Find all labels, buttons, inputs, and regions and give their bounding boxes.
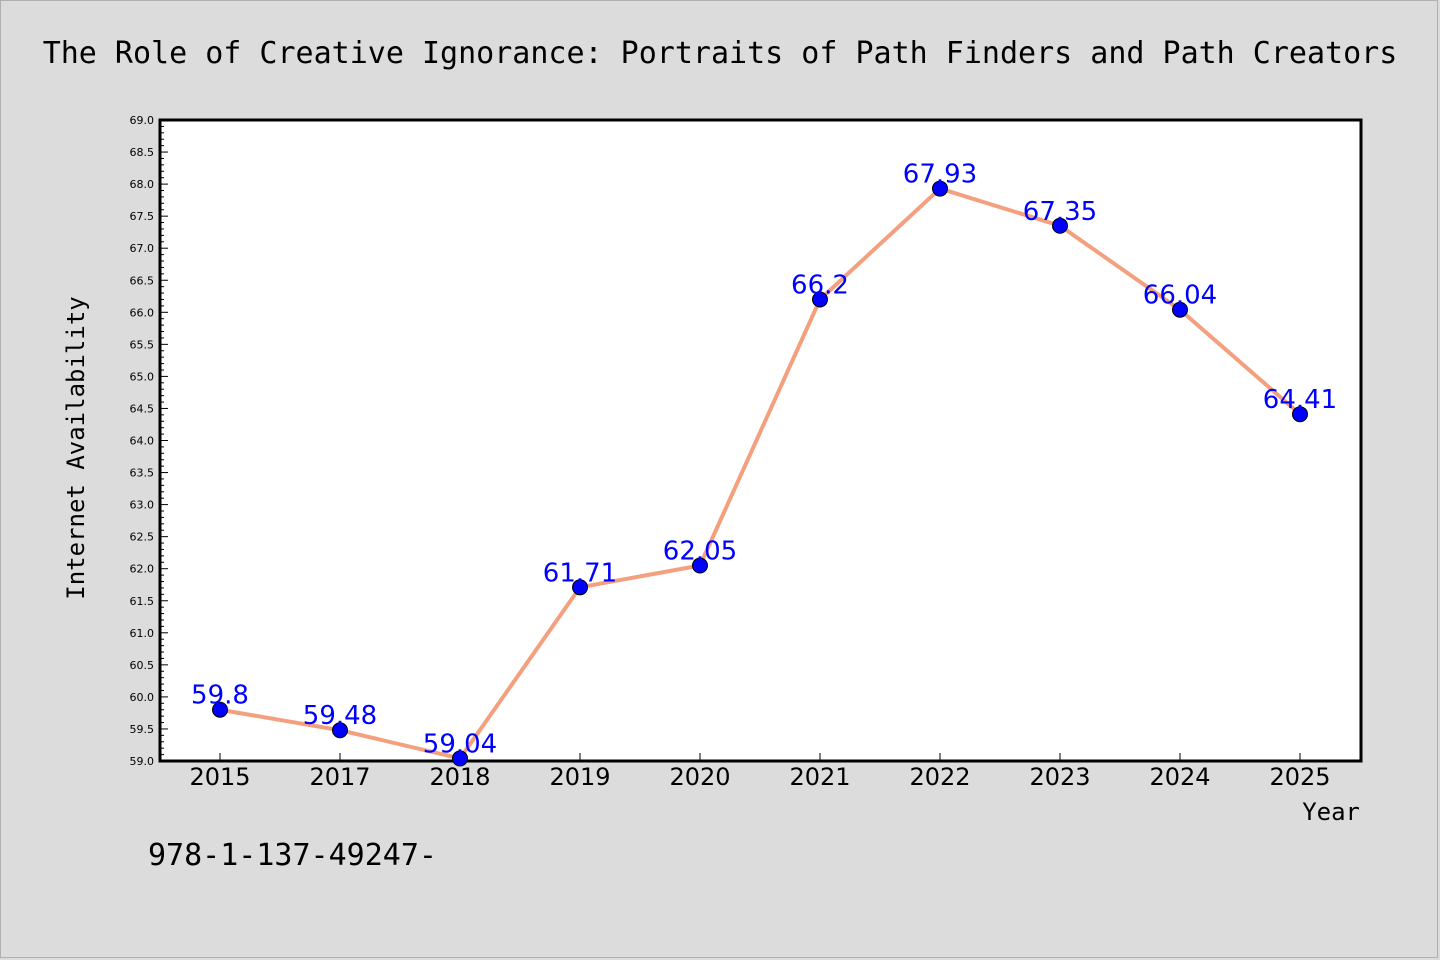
y-tick-label: 59.0: [130, 755, 155, 768]
y-tick-label: 66.5: [130, 274, 155, 287]
y-tick-label: 67.0: [130, 242, 155, 255]
series-line: [219, 186, 1302, 761]
data-label: 62.05: [663, 536, 737, 566]
y-tick-label: 63.5: [130, 467, 155, 480]
data-point: [452, 750, 468, 767]
series-markers: [212, 180, 1308, 767]
y-tick-label: 61.5: [130, 595, 155, 608]
x-axis-label: Year: [1302, 798, 1360, 826]
data-label: 59.8: [191, 681, 249, 711]
y-tick-label: 59.5: [130, 723, 155, 736]
y-tick-label: 69.0: [130, 114, 155, 127]
chart-title: The Role of Creative Ignorance: Portrait…: [43, 36, 1398, 71]
x-tick-label: 2020: [669, 763, 730, 791]
y-tick-label: 61.0: [130, 627, 155, 640]
data-point: [1292, 406, 1308, 423]
y-tick-label: 60.5: [130, 659, 155, 672]
data-point: [692, 557, 708, 574]
data-point: [812, 291, 828, 308]
data-label: 64.41: [1263, 385, 1337, 415]
y-tick-label: 64.5: [130, 402, 155, 415]
x-tick-label: 2024: [1149, 763, 1210, 791]
x-tick-label: 2015: [189, 763, 250, 791]
x-tick-label: 2021: [789, 763, 850, 791]
plot-area: [158, 118, 1363, 763]
y-tick-label: 62.5: [130, 531, 155, 544]
data-label: 67.93: [903, 160, 977, 190]
y-tick-label: 65.5: [130, 338, 155, 351]
y-tick-label: 68.5: [130, 146, 155, 159]
x-tick-label: 2018: [429, 763, 490, 791]
x-tick-label: 2017: [309, 763, 370, 791]
data-label: 67.35: [1023, 197, 1097, 227]
data-point: [932, 180, 948, 197]
y-tick-label: 68.0: [130, 178, 155, 191]
y-tick-label: 60.0: [130, 691, 155, 704]
data-label: 61.71: [543, 558, 617, 588]
data-label: 59.48: [303, 701, 377, 731]
y-tick-label: 62.0: [130, 563, 155, 576]
y-tick-label: 63.0: [130, 499, 155, 512]
data-label: 66.2: [791, 270, 849, 300]
data-point: [1172, 301, 1188, 318]
data-point: [332, 722, 348, 739]
y-tick-label: 66.0: [130, 306, 155, 319]
x-tick-label: 2023: [1029, 763, 1090, 791]
data-point: [1052, 217, 1068, 234]
x-tick-label: 2022: [909, 763, 970, 791]
y-tick-label: 67.5: [130, 210, 155, 223]
y-tick-label: 65.0: [130, 370, 155, 383]
data-label: 59.04: [423, 729, 497, 759]
data-label: 66.04: [1143, 281, 1217, 311]
y-tick-label: 64.0: [130, 435, 155, 448]
y-axis-label: Internet Availability: [62, 296, 90, 599]
data-point: [212, 701, 228, 718]
isbn-footer: 978-1-137-49247-: [148, 838, 437, 873]
x-tick-label: 2025: [1269, 763, 1330, 791]
data-point: [572, 579, 588, 596]
x-tick-label: 2019: [549, 763, 610, 791]
data-labels: 59.8 59.48 59.04 61.71 62.05 66.2 67.93 67.35 66…: [191, 160, 1337, 760]
x-axis: 2015 2017 2018 2019 2020 2021 2022 2023 2024 2025: [189, 753, 1331, 791]
y-axis: 59.0 59.5 60.0 60.5 61.0 61.5 62.0 62.5 63.0 63.5…: [130, 114, 168, 768]
